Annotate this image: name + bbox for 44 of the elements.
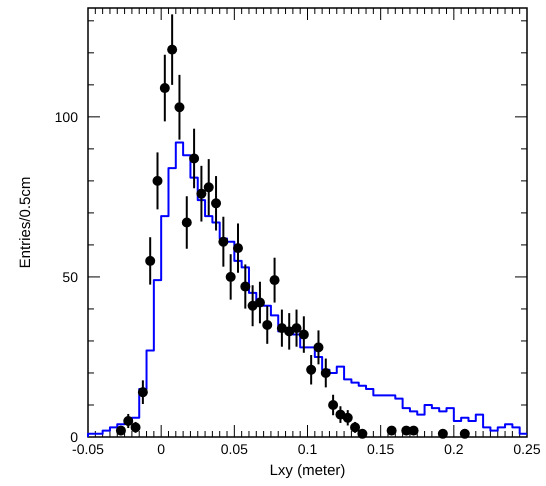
- point: [189, 153, 200, 164]
- x-axis-title: Lxy (meter): [270, 462, 346, 479]
- point: [342, 412, 353, 423]
- point: [438, 428, 448, 439]
- x-tick-label: 0.25: [513, 441, 541, 457]
- point: [328, 400, 338, 410]
- point: [262, 320, 272, 330]
- y-tick-label: 100: [54, 108, 78, 125]
- point: [204, 182, 214, 192]
- point: [240, 282, 250, 292]
- point: [196, 188, 206, 199]
- point: [408, 426, 419, 436]
- x-tick-label: 0: [157, 441, 166, 457]
- point: [145, 256, 156, 266]
- point: [460, 428, 470, 439]
- point: [254, 298, 265, 308]
- point: [357, 428, 368, 439]
- y-axis-title: Entries/0.5cm: [17, 176, 34, 268]
- x-tick-label: 0.1: [298, 441, 318, 457]
- x-tick-label: 0.05: [220, 441, 248, 457]
- point: [306, 364, 316, 375]
- point: [160, 83, 170, 94]
- point: [298, 330, 309, 340]
- point: [232, 243, 243, 254]
- point: [218, 236, 228, 247]
- point: [211, 198, 222, 208]
- y-tick-label: 50: [62, 268, 78, 285]
- point: [130, 422, 141, 432]
- point: [226, 272, 236, 282]
- point: [138, 387, 148, 398]
- point: [174, 102, 184, 112]
- point: [320, 368, 331, 378]
- point: [167, 44, 178, 55]
- point: [292, 323, 302, 334]
- x-tick-label: 0.2: [444, 441, 464, 457]
- point: [270, 275, 280, 286]
- point: [313, 342, 324, 352]
- point: [182, 218, 192, 228]
- point: [116, 426, 126, 436]
- point: [350, 422, 360, 432]
- point: [152, 176, 163, 186]
- x-tick-label: 0.15: [367, 441, 395, 457]
- point: [123, 416, 134, 426]
- point: [386, 426, 397, 436]
